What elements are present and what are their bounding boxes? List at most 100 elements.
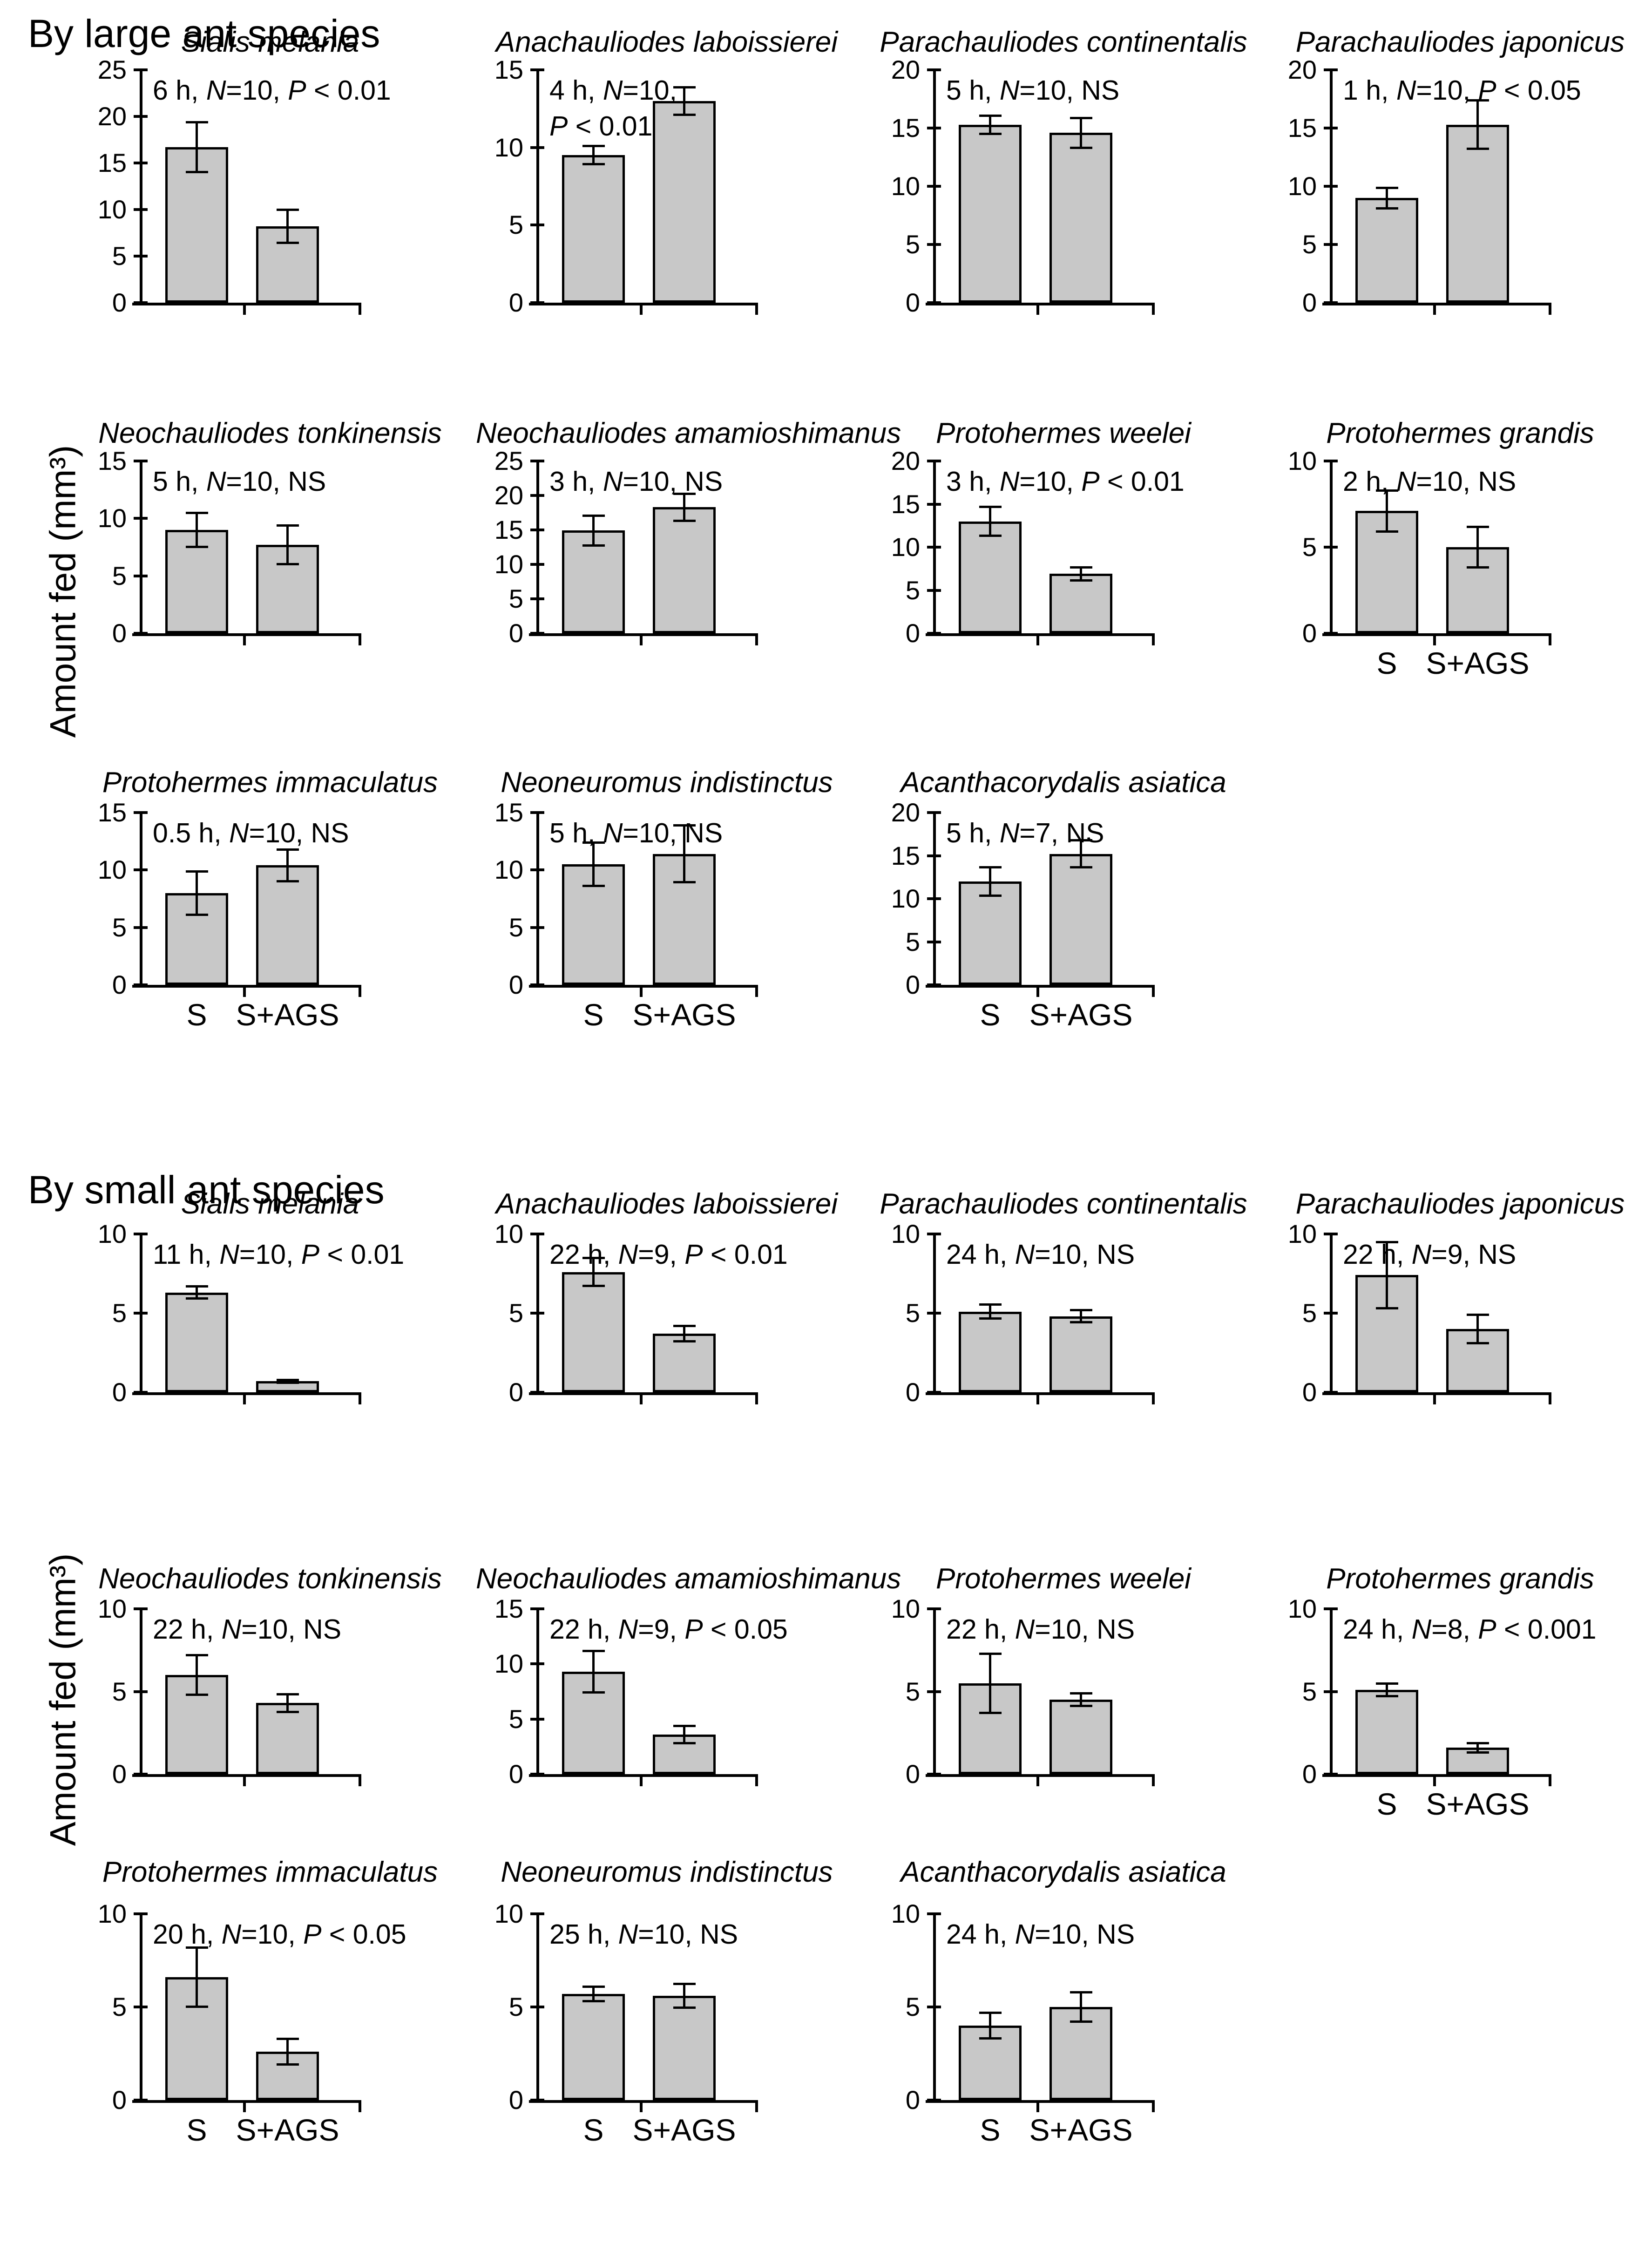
y-tick-label: 10 bbox=[891, 1219, 920, 1248]
error-bar-cap-top bbox=[185, 512, 208, 514]
y-tick-label: 0 bbox=[1302, 288, 1317, 317]
y-tick-mark bbox=[530, 1233, 544, 1235]
error-bar-cap-top bbox=[276, 209, 299, 211]
y-tick-label: 0 bbox=[1302, 618, 1317, 648]
x-tick-mark bbox=[243, 1392, 246, 1404]
error-bar-cap-top bbox=[979, 2012, 1002, 2014]
error-bar-cap-top bbox=[185, 1285, 208, 1288]
y-tick-label: 0 bbox=[112, 288, 127, 317]
y-tick-label: 5 bbox=[1302, 230, 1317, 259]
y-tick-mark bbox=[927, 460, 941, 462]
y-tick-label: 15 bbox=[494, 1594, 523, 1623]
x-tick-mark bbox=[755, 2100, 758, 2112]
error-bar-cap-top bbox=[582, 1649, 605, 1652]
bar bbox=[1049, 133, 1112, 303]
error-bar-line bbox=[286, 2039, 289, 2065]
y-tick-mark bbox=[530, 460, 544, 462]
x-axis bbox=[529, 1774, 758, 1777]
x-axis bbox=[1322, 1392, 1551, 1395]
error-bar-cap-bottom bbox=[1070, 2020, 1092, 2023]
y-tick-label: 0 bbox=[112, 1759, 127, 1789]
y-tick-label: 15 bbox=[97, 446, 127, 475]
y-tick-label: 5 bbox=[508, 1992, 523, 2021]
x-tick-mark bbox=[243, 303, 246, 315]
error-bar-line bbox=[1386, 490, 1388, 532]
x-category-label: S bbox=[583, 997, 604, 1032]
y-tick-label: 5 bbox=[508, 210, 523, 240]
error-bar-cap-top bbox=[1070, 116, 1092, 119]
bar bbox=[1355, 1689, 1418, 1774]
section-label-small: By small ant species bbox=[28, 1168, 385, 1212]
y-axis bbox=[140, 70, 142, 304]
y-tick-label: 10 bbox=[494, 549, 523, 579]
y-tick-label: 5 bbox=[1302, 1298, 1317, 1328]
y-tick-label: 15 bbox=[494, 798, 523, 827]
y-tick-mark bbox=[927, 1312, 941, 1315]
bar bbox=[1049, 574, 1112, 633]
x-axis bbox=[1322, 1774, 1551, 1777]
annotation: 22 h, N=10, NS bbox=[946, 1614, 1135, 1645]
x-axis bbox=[132, 633, 361, 636]
y-tick-mark bbox=[927, 1233, 941, 1235]
y-tick-label: 5 bbox=[508, 912, 523, 942]
x-category-label: S+AGS bbox=[236, 997, 339, 1032]
error-bar-line bbox=[989, 115, 991, 134]
error-bar-cap-top bbox=[185, 1654, 208, 1657]
error-bar-cap-bottom bbox=[276, 880, 299, 882]
error-bar-line bbox=[286, 210, 289, 243]
error-bar-cap-bottom bbox=[582, 1285, 605, 1288]
y-tick-mark bbox=[134, 574, 148, 577]
error-bar-cap-bottom bbox=[1375, 1307, 1398, 1309]
error-bar-cap-top bbox=[582, 1257, 605, 1259]
error-bar-line bbox=[196, 1947, 198, 2007]
x-tick-mark bbox=[640, 1774, 643, 1786]
y-tick-label: 15 bbox=[97, 148, 127, 177]
x-category-label: S bbox=[583, 2113, 604, 2147]
chart-title: Protohermes immaculatus bbox=[102, 1856, 438, 1888]
error-bar-cap-bottom bbox=[673, 881, 696, 884]
x-category-label: S+AGS bbox=[632, 997, 736, 1032]
error-bar-cap-bottom bbox=[185, 913, 208, 916]
error-bar-cap-bottom bbox=[1375, 530, 1398, 533]
y-tick-label: 5 bbox=[508, 1704, 523, 1734]
y-tick-label: 10 bbox=[494, 132, 523, 162]
error-bar-cap-top bbox=[1375, 1682, 1398, 1685]
x-tick-mark bbox=[1152, 303, 1155, 315]
chart-title: Sialis melania bbox=[181, 26, 359, 58]
x-axis bbox=[132, 985, 361, 988]
chart-title: Anachauliodes laboissierei bbox=[495, 1188, 838, 1220]
y-tick-mark bbox=[530, 68, 544, 71]
error-bar-cap-bottom bbox=[979, 1711, 1002, 1714]
bar bbox=[959, 1311, 1022, 1392]
error-bar-line bbox=[592, 1258, 595, 1287]
y-tick-label: 5 bbox=[905, 1298, 920, 1328]
y-tick-label: 5 bbox=[112, 1676, 127, 1706]
y-tick-label: 20 bbox=[891, 446, 920, 475]
chart-title: Neochauliodes tonkinensis bbox=[98, 1563, 442, 1595]
y-tick-mark bbox=[134, 2006, 148, 2008]
y-tick-label: 0 bbox=[508, 1377, 523, 1407]
error-bar-cap-top bbox=[1070, 839, 1092, 842]
x-tick-mark bbox=[640, 633, 643, 645]
y-tick-mark bbox=[1324, 1233, 1338, 1235]
annotation: 4 h, N=10, P < 0.01 bbox=[549, 75, 677, 142]
y-tick-mark bbox=[134, 115, 148, 118]
annotation: 1 h, N=10, P < 0.05 bbox=[1343, 75, 1581, 106]
y-tick-mark bbox=[927, 854, 941, 857]
y-tick-label: 0 bbox=[1302, 1759, 1317, 1789]
y-tick-mark bbox=[927, 68, 941, 71]
x-category-label: S bbox=[186, 2113, 207, 2147]
error-bar-cap-bottom bbox=[1070, 866, 1092, 869]
chart-title: Acanthacorydalis asiatica bbox=[900, 766, 1226, 799]
error-bar-cap-top bbox=[1070, 1309, 1092, 1312]
error-bar-cap-bottom bbox=[582, 544, 605, 547]
y-tick-label: 5 bbox=[112, 561, 127, 590]
annotation: 24 h, N=8, P < 0.001 bbox=[1343, 1614, 1597, 1645]
annotation: 5 h, N=10, NS bbox=[153, 466, 326, 497]
annotation: 0.5 h, N=10, NS bbox=[153, 818, 349, 848]
y-tick-mark bbox=[134, 68, 148, 71]
error-bar-cap-bottom bbox=[1070, 1321, 1092, 1324]
y-tick-label: 0 bbox=[508, 288, 523, 317]
error-bar-line bbox=[592, 1650, 595, 1693]
error-bar-cap-top bbox=[582, 841, 605, 844]
